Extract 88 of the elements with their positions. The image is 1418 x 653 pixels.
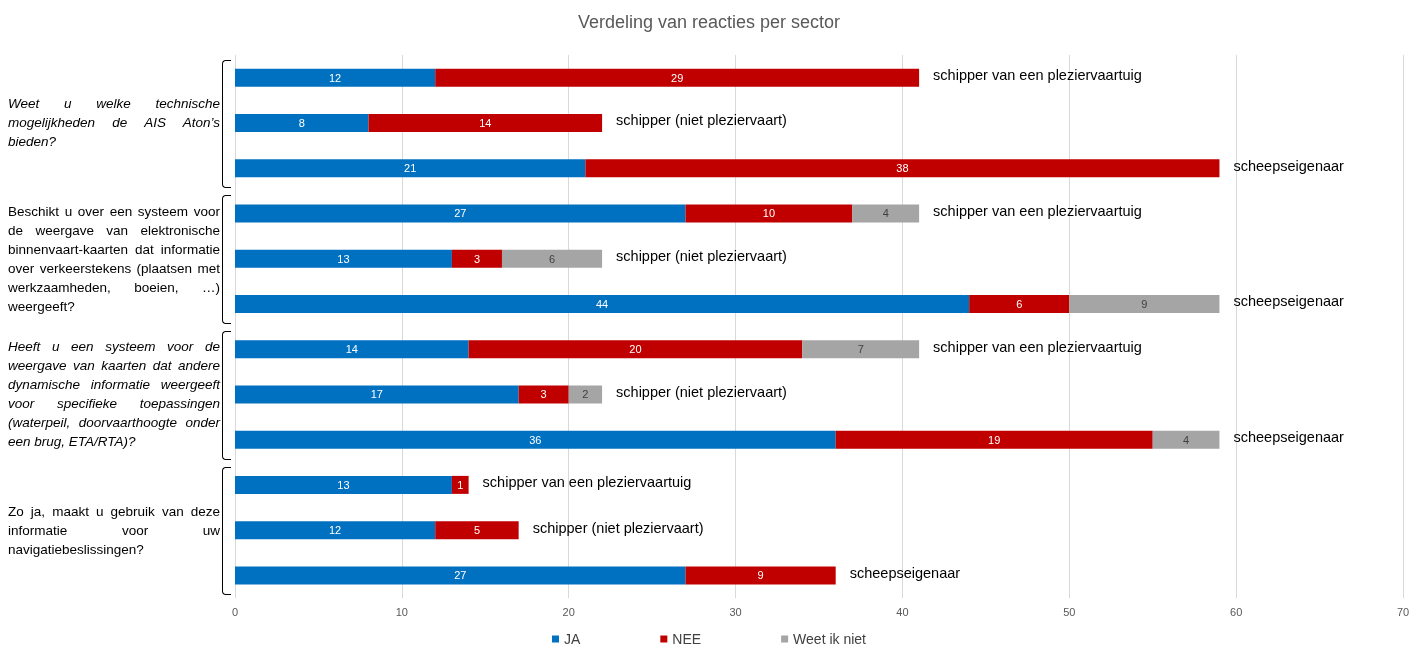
bar: [685, 566, 836, 585]
data-label: 3: [473, 252, 481, 265]
data-label: 9: [757, 569, 764, 582]
bar: [1152, 430, 1220, 449]
data-label: 10: [762, 207, 776, 220]
text: Heeft u een systeem voor de weergave van kaarten dat andere dynamische informatie weergeeft voor specifieke toepassingen (waterpeil, doorvaarthoogte onder een brug, ETA/RTA)?: [8, 338, 220, 452]
x-tick-label: 70: [1396, 605, 1410, 618]
text: Zo ja, maakt u gebruik van deze informatie voor uw navigatiebeslissingen?: [8, 502, 220, 559]
y-tick-label: schipper (niet pleziervaart): [616, 112, 787, 129]
data-label: 4: [1183, 433, 1190, 446]
bar: [501, 249, 603, 268]
bar: [235, 566, 686, 585]
chart-title: Verdeling van reacties per sector: [577, 12, 841, 32]
y-tick-label: schipper (niet pleziervaart): [616, 383, 787, 400]
bar: [685, 204, 853, 223]
x-tick-label: 10: [395, 605, 408, 618]
data-label: 14: [479, 116, 492, 129]
y-tick-label: scheepseigenaar: [1233, 429, 1345, 446]
data-label: 27: [454, 207, 467, 220]
bar: [235, 294, 970, 313]
data-label: 7: [857, 343, 864, 356]
bar: [969, 294, 1070, 313]
data-label: 14: [345, 343, 358, 356]
data-label: 12: [328, 71, 342, 84]
bar: [435, 521, 519, 540]
y-tick-label: scheepseigenaar: [1233, 157, 1345, 174]
data-label: 29: [671, 71, 684, 84]
data-label: 20: [629, 343, 642, 356]
y-tick-label: scheepseigenaar: [849, 564, 961, 581]
bar: [451, 475, 469, 494]
bar: [568, 385, 603, 404]
data-label: 38: [896, 162, 909, 175]
bar: [235, 249, 452, 268]
data-label: 2: [582, 388, 589, 401]
bar: [368, 113, 603, 132]
bar: [802, 340, 920, 359]
data-label: 44: [595, 297, 609, 310]
data-label: 6: [1016, 297, 1023, 310]
bar: [468, 340, 803, 359]
data-label: 36: [529, 433, 542, 446]
bar: [235, 430, 836, 449]
data-label: 4: [882, 207, 889, 220]
bar: [1069, 294, 1220, 313]
x-tick-label: 0: [231, 605, 239, 618]
x-tick-label: 30: [729, 605, 742, 618]
legend-label: Weet ik niet: [793, 631, 867, 647]
bar: [235, 113, 369, 132]
data-label: 9: [1141, 297, 1148, 310]
y-tick-label: schipper (niet pleziervaart): [532, 519, 704, 536]
bar: [585, 159, 1220, 178]
x-tick-label: 60: [1230, 605, 1243, 618]
bar: [235, 475, 452, 494]
y-tick-label: schipper van een pleziervaartuig: [933, 338, 1142, 355]
bar: [235, 521, 436, 540]
bar: [852, 204, 920, 223]
x-tick-label: 50: [1063, 605, 1076, 618]
x-tick-label: 20: [562, 605, 575, 618]
bar: [235, 204, 686, 223]
bar: [518, 385, 569, 404]
y-tick-label: scheepseigenaar: [1233, 293, 1345, 310]
text: Weet u welke technische mogelijkheden de AIS Aton’s bieden?: [8, 95, 220, 152]
legend-label: JA: [564, 631, 581, 647]
data-label: 5: [473, 524, 481, 537]
bar: [235, 159, 586, 178]
bar: [235, 385, 519, 404]
bar: [451, 249, 502, 268]
data-label: 12: [328, 524, 342, 537]
data-label: 1: [457, 478, 464, 491]
x-tick-label: 40: [896, 605, 909, 618]
data-label: 27: [454, 569, 467, 582]
bar: [835, 430, 1153, 449]
data-label: 19: [988, 433, 1001, 446]
y-tick-label: schipper van een pleziervaartuig: [933, 67, 1142, 84]
text: Beschikt u over een systeem voor de weergave van elektronische binnenvaart-kaarten dat informatie over verkeerstekens (plaatsen met werkzaamheden, boeien, …) weergeeft?: [8, 202, 220, 316]
bar: [235, 340, 469, 359]
data-label: 13: [337, 478, 350, 491]
data-label: 13: [337, 252, 350, 265]
y-tick-label: schipper van een pleziervaartuig: [482, 474, 692, 491]
legend-label: NEE: [672, 631, 702, 647]
data-label: 3: [540, 388, 547, 401]
bar: [235, 68, 436, 87]
data-label: 6: [548, 252, 556, 265]
data-label: 17: [370, 388, 383, 401]
y-tick-label: schipper (niet pleziervaart): [616, 248, 787, 265]
bar: [435, 68, 920, 87]
data-label: 8: [298, 116, 305, 129]
data-label: 21: [404, 162, 417, 175]
y-tick-label: schipper van een pleziervaartuig: [933, 202, 1142, 219]
